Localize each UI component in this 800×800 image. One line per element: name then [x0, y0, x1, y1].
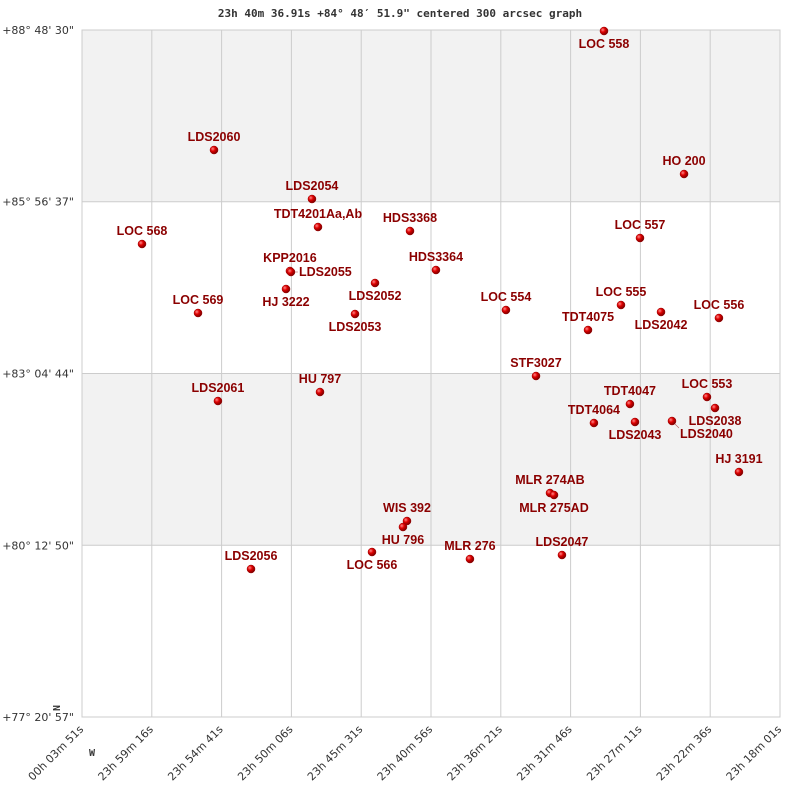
- y-tick-label: +88° 48' 30": [2, 24, 74, 37]
- star-point: [501, 305, 511, 315]
- star-point: [431, 265, 441, 275]
- star-label: LOC 568: [117, 224, 168, 238]
- star-point: [315, 387, 325, 397]
- star-label: HO 200: [662, 154, 705, 168]
- star-label: LDS2056: [225, 549, 278, 563]
- star-label: MLR 274AB: [515, 473, 584, 487]
- star-point: [630, 417, 640, 427]
- star-point: [398, 522, 408, 532]
- x-tick-label: 23h 22m 36s: [654, 723, 715, 784]
- y-tick-label: +83° 04' 44": [2, 367, 74, 380]
- star-point: [531, 371, 541, 381]
- star-label: HDS3364: [409, 250, 463, 264]
- y-tick-label: +77° 20' 57": [2, 711, 74, 724]
- star-point: [625, 399, 635, 409]
- x-axis: 00h 03m 51s 23h 59m 16s 23h 54m 41s 23h 50m…: [26, 723, 785, 784]
- star-label: LDS2053: [329, 320, 382, 334]
- plot-frame: [81, 29, 781, 718]
- star-point: [589, 418, 599, 428]
- star-label: HJ 3191: [715, 452, 762, 466]
- star-label: MLR 275AD: [519, 501, 588, 515]
- x-tick-label: 23h 31m 46s: [514, 723, 575, 784]
- x-tick-label: 23h 45m 31s: [305, 723, 366, 784]
- star-label: LDS2042: [635, 318, 688, 332]
- star-point: [656, 307, 666, 317]
- star-point: [710, 403, 720, 413]
- y-tick-label: +85° 56' 37": [2, 196, 74, 209]
- y-axis: +88° 48' 30" +85° 56' 37" +83° 04' 44" +80°…: [2, 24, 74, 724]
- star-label: HU 797: [299, 372, 341, 386]
- star-point: [193, 308, 203, 318]
- star-label: HJ 3222: [262, 295, 309, 309]
- star-label: STF3027: [510, 356, 561, 370]
- star-point: [137, 239, 147, 249]
- star-label: KPP2016: [263, 251, 317, 265]
- star-label: TDT4064: [568, 403, 620, 417]
- x-tick-label: 23h 18m 01s: [724, 723, 785, 784]
- star-point: [599, 26, 609, 36]
- star-point: [350, 309, 360, 319]
- star-label: LOC 558: [579, 37, 630, 51]
- star-point: [679, 169, 689, 179]
- star-point: [281, 284, 291, 294]
- star-label: LDS2043: [609, 428, 662, 442]
- x-tick-label: 23h 40m 56s: [375, 723, 436, 784]
- star-point: [402, 516, 412, 526]
- chart-title: 23h 40m 36.91s +84° 48′ 51.9" centered 3…: [218, 7, 582, 20]
- star-label: WIS 392: [383, 501, 431, 515]
- star-point: [667, 416, 677, 426]
- x-tick-label: 23h 50m 06s: [235, 723, 296, 784]
- star-point: [405, 226, 415, 236]
- star-point: [549, 490, 559, 500]
- star-label: LDS2040: [680, 427, 733, 441]
- star-label: TDT4201Aa,Ab: [274, 207, 363, 221]
- star-label: TDT4047: [604, 384, 656, 398]
- star-label: LDS2055: [299, 265, 352, 279]
- x-tick-label: 23h 59m 16s: [96, 723, 157, 784]
- star-label: HU 796: [382, 533, 424, 547]
- star-labels: LOC 558 LDS2060 HO 200 LDS2054 TDT4201Aa,Ab L…: [117, 37, 763, 572]
- star-label: HDS3368: [383, 211, 437, 225]
- compass-west: W: [89, 748, 96, 759]
- x-tick-label: 23h 36m 21s: [445, 723, 506, 784]
- star-label: LOC 556: [694, 298, 745, 312]
- star-point: [702, 392, 712, 402]
- star-point: [583, 325, 593, 335]
- star-label: LOC 557: [615, 218, 666, 232]
- star-point: [465, 554, 475, 564]
- y-tick-label: +80° 12' 50": [2, 539, 74, 552]
- star-label: LDS2052: [349, 289, 402, 303]
- star-point: [246, 564, 256, 574]
- star-points: [137, 26, 744, 574]
- star-label: TDT4075: [562, 310, 614, 324]
- star-point: [616, 300, 626, 310]
- star-label: LOC 566: [347, 558, 398, 572]
- star-label: LDS2054: [286, 179, 339, 193]
- star-point: [286, 267, 296, 277]
- star-label: LOC 555: [596, 285, 647, 299]
- star-label: LOC 553: [682, 377, 733, 391]
- star-point: [313, 222, 323, 232]
- star-point: [209, 145, 219, 155]
- x-tick-label: 23h 54m 41s: [165, 723, 226, 784]
- star-point: [213, 396, 223, 406]
- star-point: [714, 313, 724, 323]
- star-point: [367, 547, 377, 557]
- star-label: LOC 554: [481, 290, 532, 304]
- star-label: LDS2060: [188, 130, 241, 144]
- star-point: [557, 550, 567, 560]
- star-point: [734, 467, 744, 477]
- x-tick-label: 23h 27m 11s: [584, 723, 645, 784]
- star-label: MLR 276: [444, 539, 495, 553]
- star-point: [370, 278, 380, 288]
- x-tick-label: 00h 03m 51s: [26, 723, 87, 784]
- star-label: LDS2047: [536, 535, 589, 549]
- star-label: LDS2038: [689, 414, 742, 428]
- compass-north: N: [50, 705, 61, 711]
- star-label: LOC 569: [173, 293, 224, 307]
- star-label: LDS2061: [192, 381, 245, 395]
- star-point: [635, 233, 645, 243]
- star-point: [307, 194, 317, 204]
